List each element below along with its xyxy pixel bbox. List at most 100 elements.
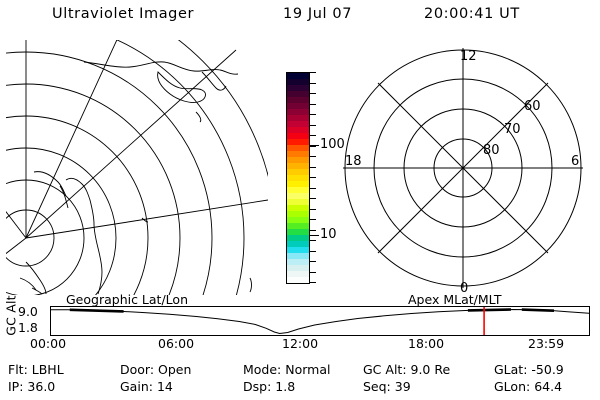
- mlt-label-18: 18: [345, 154, 362, 169]
- colorbar-band: [287, 139, 309, 145]
- colorbar-band: [287, 91, 309, 97]
- colorbar-minor-tick: [310, 177, 316, 178]
- colorbar-minor-tick: [310, 82, 316, 84]
- colorbar-band: [287, 73, 309, 79]
- orbit-data-segments: [69, 308, 555, 313]
- status-value: 1.8: [275, 379, 296, 394]
- status-value: Normal: [285, 362, 331, 377]
- mlt-label-6: 6: [571, 154, 579, 169]
- mlt-dial-labels: 12 6 0 18 60 70 80: [345, 49, 579, 295]
- colorbar-band: [287, 199, 309, 205]
- status-label: GLat:: [494, 362, 532, 377]
- magnetic-local-time-dial: 12 6 0 18 60 70 80: [332, 40, 594, 295]
- orbit-data-segment: [467, 308, 512, 312]
- colorbar-band: [287, 145, 309, 151]
- colorbar-band: [287, 229, 309, 235]
- status-label: Door:: [120, 362, 159, 377]
- status-field-door: Door: Open: [120, 362, 191, 377]
- colorbar-band: [287, 169, 309, 175]
- orbit-altitude-section: Geographic Lat/Lon Apex MLat/MLT GC Alt …: [0, 292, 600, 354]
- colorbar-minor-tick: [310, 271, 316, 273]
- status-label: Flt:: [8, 362, 32, 377]
- status-value: 14: [156, 379, 173, 394]
- colorbar-minor-tick: [310, 156, 316, 157]
- status-field-gain: Gain: 14: [120, 379, 173, 394]
- colorbar-tick-label: 100: [320, 137, 345, 152]
- status-field-gc-alt: GC Alt: 9.0 Re: [363, 362, 450, 377]
- colorbar-band: [287, 217, 309, 223]
- time-tick-label: 12:00: [282, 336, 319, 351]
- time-tick-label: 23:59: [528, 336, 565, 351]
- status-block: Flt: LBHL Door: Open Mode: Normal GC Alt: 9…: [0, 362, 600, 400]
- observation-time: 20:00:41 UT: [424, 6, 520, 22]
- colorbar-band: [287, 127, 309, 133]
- colorbar-band: [287, 133, 309, 139]
- status-value: 64.4: [534, 379, 563, 394]
- colorbar-gradient: [286, 72, 310, 284]
- time-tick-label: 06:00: [158, 336, 195, 351]
- colorbar-minor-tick: [310, 114, 316, 115]
- orbit-plot-frame: [50, 306, 590, 336]
- colorbar-band: [287, 211, 309, 217]
- orbit-data-segment: [69, 308, 124, 313]
- orbit-altitude-curve: [51, 308, 590, 335]
- colorbar-band: [287, 151, 309, 157]
- status-value: 39: [394, 379, 411, 394]
- lat-label-60: 60: [524, 99, 541, 114]
- colorbar-band: [287, 103, 309, 109]
- status-label: Mode:: [243, 362, 286, 377]
- status-label: IP:: [8, 379, 28, 394]
- colorbar-band: [287, 265, 309, 271]
- status-field-flt: Flt: LBHL: [8, 362, 64, 377]
- colorbar-major-tick: [310, 235, 319, 236]
- colorbar-minor-tick: [310, 219, 316, 220]
- colorbar-minor-tick: [310, 93, 316, 94]
- colorbar-band: [287, 271, 309, 277]
- colorbar-minor-tick: [310, 72, 316, 73]
- colorbar-minor-tick: [310, 198, 316, 199]
- colorbar-band: [287, 205, 309, 211]
- colorbar-minor-tick: [310, 145, 316, 147]
- colorbar-minor-tick: [310, 166, 316, 168]
- colorbar-band: [287, 79, 309, 85]
- status-field-ip: IP: 36.0: [8, 379, 55, 394]
- colorbar-minor-tick: [310, 240, 316, 241]
- orbit-title-apex: Apex MLat/MLT: [408, 292, 502, 307]
- latitude-arcs: [6, 40, 268, 295]
- status-value: Open: [158, 362, 192, 377]
- colorbar-tick-label: 10: [320, 227, 337, 242]
- status-label: GLon:: [494, 379, 535, 394]
- status-label: Gain:: [120, 379, 157, 394]
- colorbar-band: [287, 121, 309, 127]
- colorbar-minor-tick: [310, 229, 316, 231]
- orbit-title-geographic: Geographic Lat/Lon: [66, 292, 188, 307]
- colorbar-band: [287, 187, 309, 193]
- colorbar-minor-tick: [310, 250, 316, 252]
- colorbar-band: [287, 85, 309, 91]
- longitude-lines: [6, 40, 268, 255]
- status-field-glon: GLon: 64.4: [494, 379, 562, 394]
- gc-alt-axis-label: GC Alt: [3, 295, 19, 336]
- colorbar-band: [287, 115, 309, 121]
- colorbar-band: [287, 97, 309, 103]
- mlt-label-0: 0: [460, 281, 468, 295]
- colorbar-minor-tick: [310, 124, 316, 126]
- mlt-label-12: 12: [460, 49, 477, 64]
- lat-label-70: 70: [504, 122, 521, 137]
- colorbar-minor-tick: [310, 261, 316, 262]
- status-value: LBHL: [31, 362, 64, 377]
- time-tick-label: 00:00: [30, 336, 67, 351]
- lat-label-80: 80: [483, 143, 500, 158]
- colorbar-major-tick: [310, 145, 319, 146]
- status-field-mode: Mode: Normal: [243, 362, 330, 377]
- colorbar-band: [287, 157, 309, 163]
- colorbar-band: [287, 109, 309, 115]
- orbit-data-segment: [521, 308, 555, 312]
- colorbar-band: [287, 259, 309, 265]
- mlt-spokes: [343, 48, 583, 288]
- colorbar-band: [287, 193, 309, 199]
- colorbar-band: [287, 247, 309, 253]
- instrument-title: Ultraviolet Imager: [52, 6, 195, 22]
- colorbar-band: [287, 277, 309, 283]
